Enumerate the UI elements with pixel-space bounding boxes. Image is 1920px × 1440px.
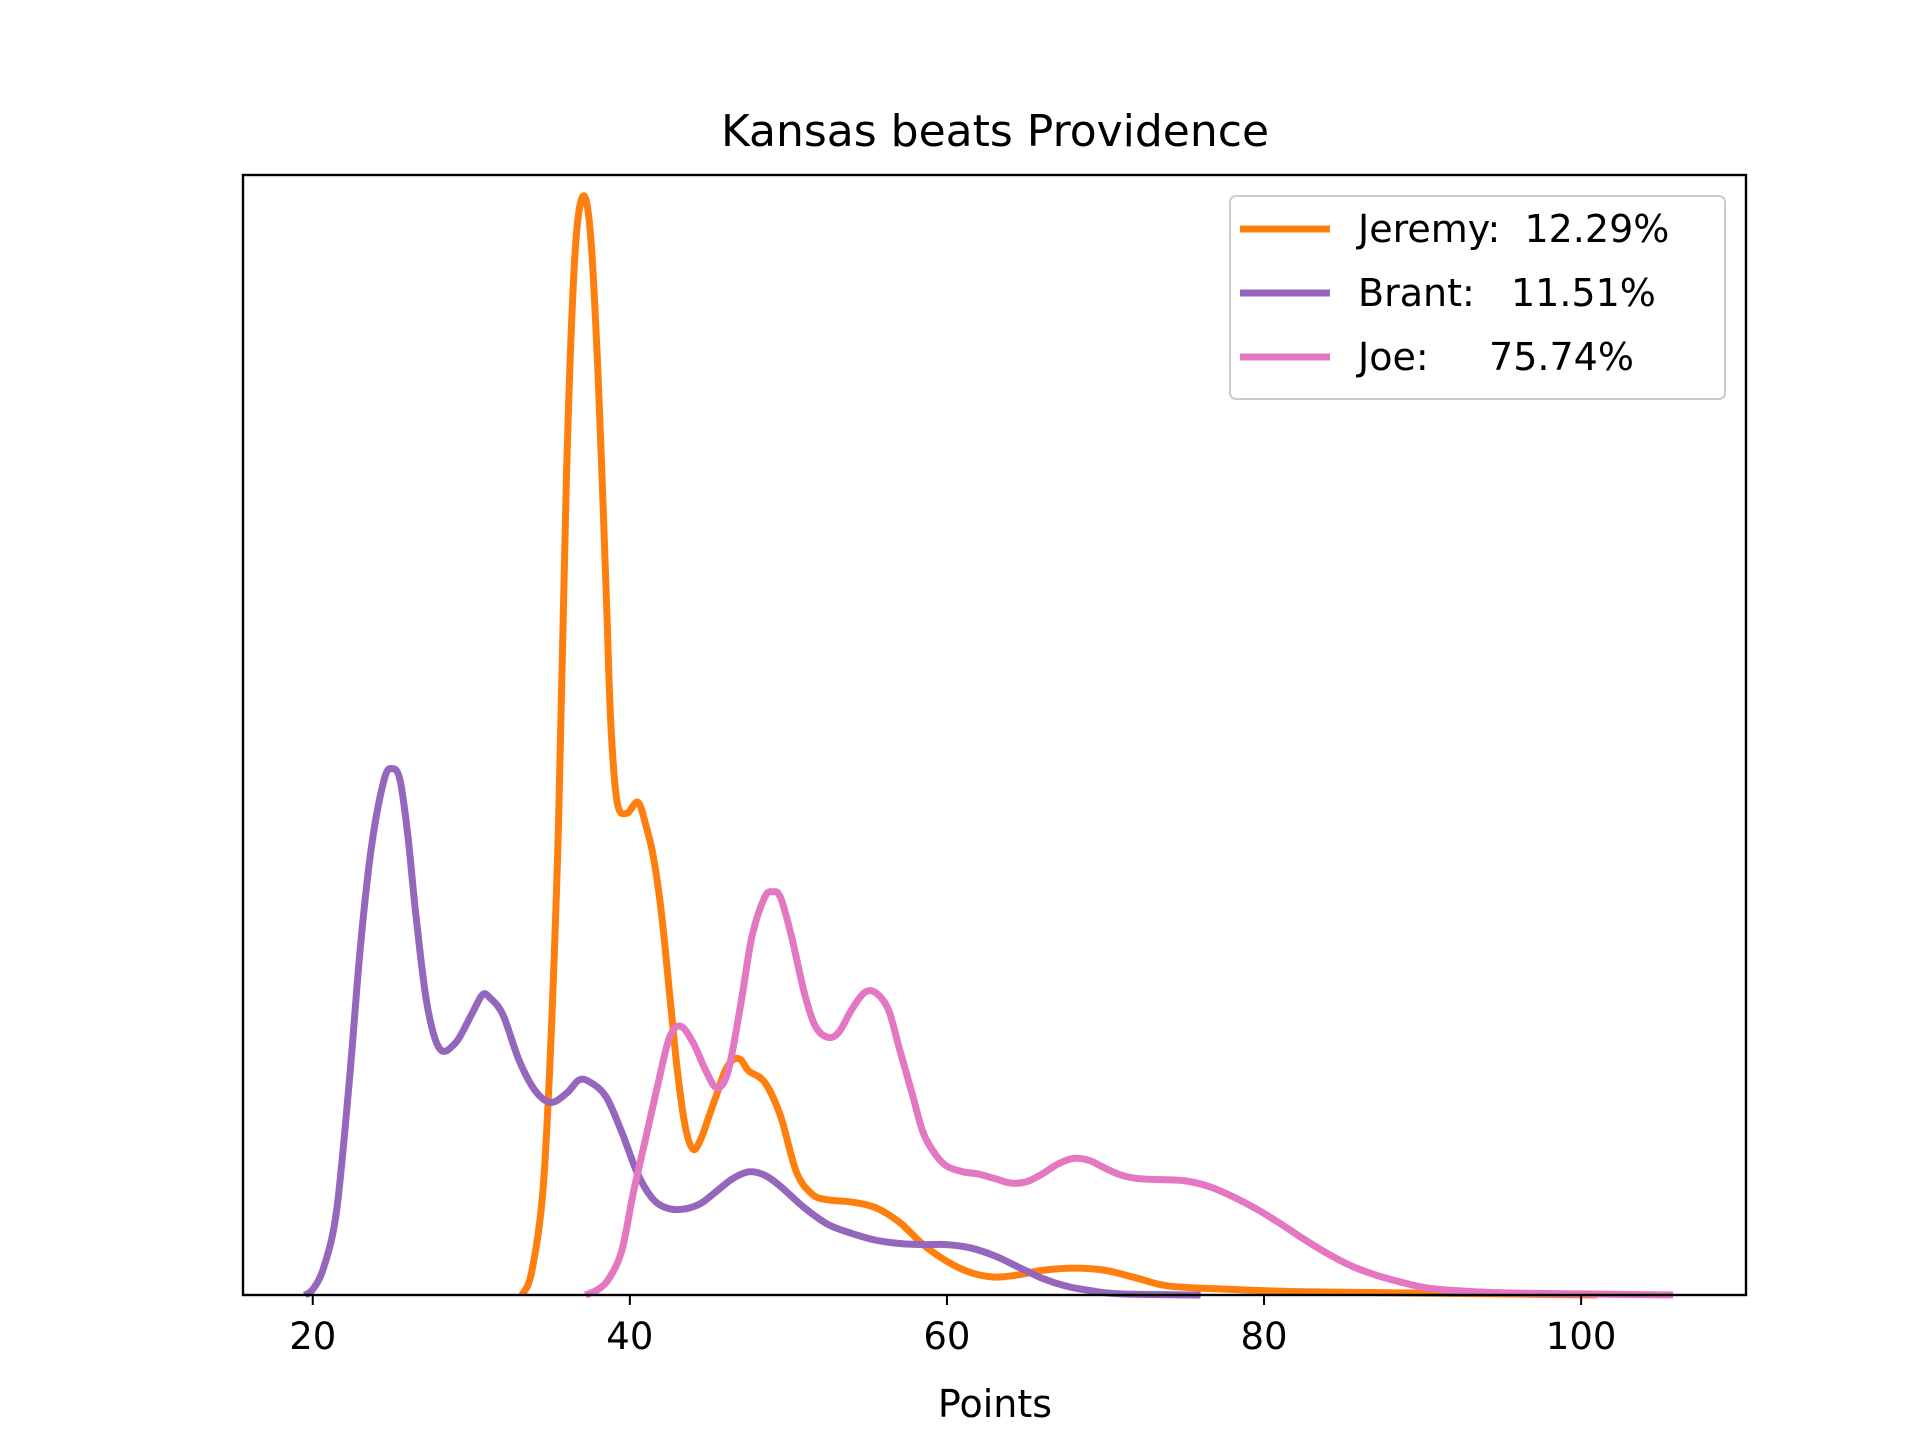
axes-frame [241,173,1748,1297]
x-axis-ticks: 20 40 60 80 100 [289,1295,1616,1358]
series-line-brant [302,765,1201,1299]
series-layer [302,192,1674,1299]
legend-box [1229,195,1726,400]
legend-label: Brant: 11.51% [1358,271,1656,315]
x-tick-label: 60 [923,1315,970,1358]
x-axis-label: Points [938,1382,1052,1426]
legend-label: Jeremy: 12.29% [1356,207,1669,251]
series-line-jeremy [518,192,1598,1299]
x-tick-label: 100 [1546,1315,1617,1358]
x-tick-label: 40 [606,1315,653,1358]
chart-title: Kansas beats Providence [721,106,1269,157]
legend-item-joe: Joe: 75.74% [1240,335,1634,379]
legend: Jeremy: 12.29% Brant: 11.51% Joe: 75.74% [1229,195,1726,400]
series-line-joe [584,888,1674,1299]
legend-item-brant: Brant: 11.51% [1240,271,1656,315]
plot-area [241,173,1748,1299]
x-tick-label: 80 [1240,1315,1287,1358]
legend-label: Joe: 75.74% [1356,335,1634,379]
x-tick-label: 20 [289,1315,336,1358]
legend-item-jeremy: Jeremy: 12.29% [1240,207,1669,251]
